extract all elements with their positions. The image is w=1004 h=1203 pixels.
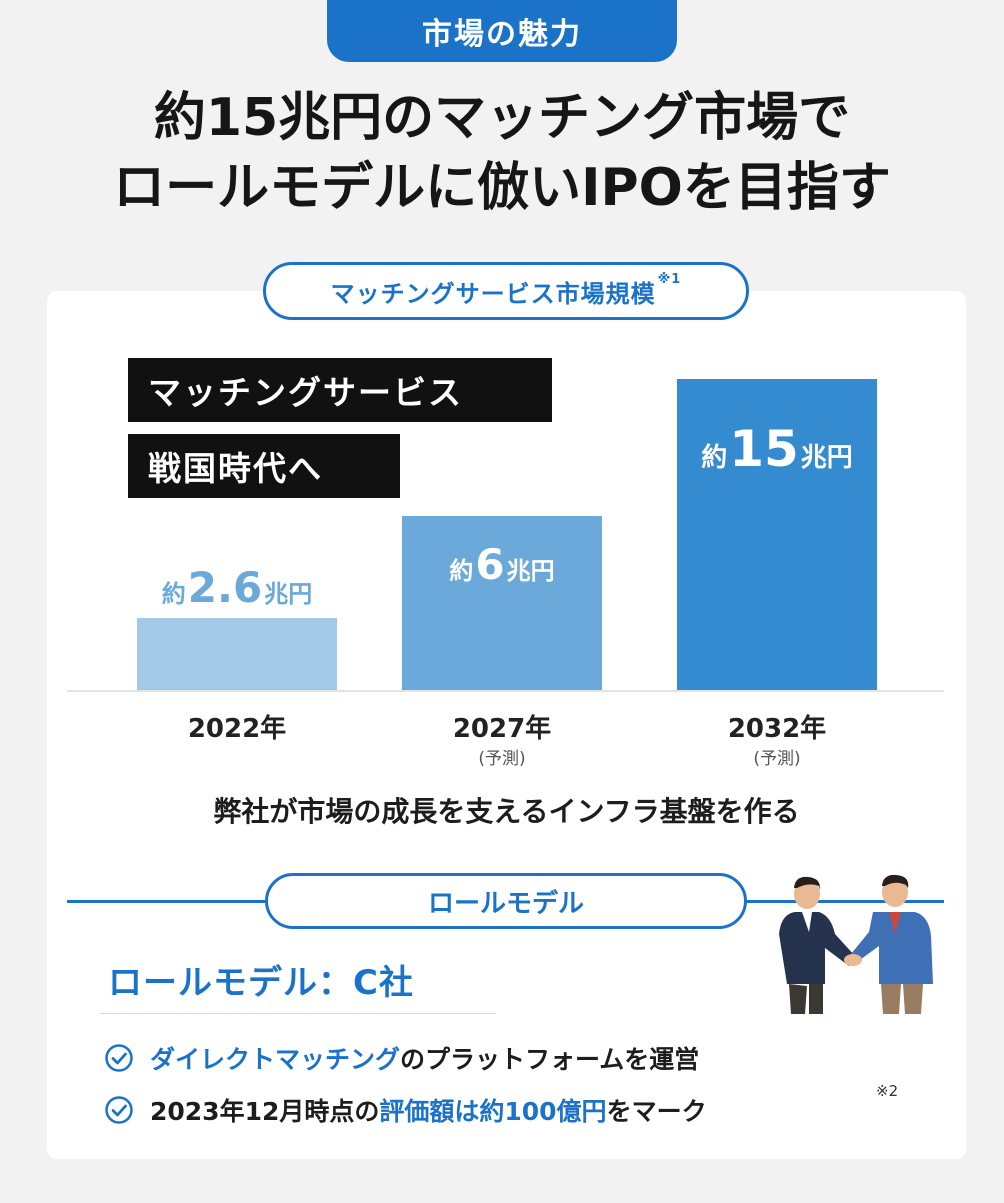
value-number: 2.6 (187, 563, 263, 612)
value-label-2027: 約 6 兆円 (382, 540, 622, 589)
point-1-text: のプラットフォームを運営 (400, 1045, 700, 1074)
forecast-note-2032: (予測) (753, 749, 801, 769)
handshake-illustration (779, 874, 933, 1014)
market-size-pill: マッチングサービス市場規模 ※1 (263, 262, 749, 320)
check-circle-icon (105, 1044, 133, 1072)
check-circle-icon (105, 1096, 133, 1124)
section-tag: 市場の魅力 (327, 0, 677, 62)
market-size-note: ※1 (657, 271, 682, 287)
point-2-highlight: 評価額は約100億円 (379, 1097, 607, 1126)
market-size-label: マッチングサービス市場規模 (330, 279, 656, 308)
value-label-2032: 約 15 兆円 (657, 420, 897, 478)
value-label-2022: 約 2.6 兆円 (117, 563, 357, 612)
forecast-note-2027: (予測) (478, 749, 526, 769)
value-number: 15 (729, 420, 799, 478)
point-2-note: ※2 (876, 1082, 899, 1100)
category-label-2027: 2027年 (452, 714, 552, 744)
bar-2027 (402, 516, 602, 690)
point-1-highlight: ダイレクトマッチング (150, 1045, 401, 1074)
category-label-2032: 2032年 (727, 714, 827, 744)
callout-line-1: マッチングサービス (128, 358, 552, 422)
point-2-prefix: 2023年12月時点の (150, 1097, 380, 1126)
bar-2032 (677, 379, 877, 690)
role-model-pill: ロールモデル (265, 873, 747, 929)
point-item-2: 2023年12月時点の 評価額は約100億円 をマーク (104, 1092, 707, 1128)
headline-line-1: 約15兆円のマッチング市場で (153, 88, 851, 148)
value-unit: 兆円 (264, 580, 313, 608)
role-model-title: ロールモデル：C社 (108, 963, 414, 1003)
point-2-suffix: をマーク (606, 1097, 707, 1126)
infra-statement: 弊社が市場の成長を支えるインフラ基盤を作る (213, 795, 800, 828)
role-title-underline (100, 1013, 496, 1014)
bar-2022 (137, 618, 337, 690)
role-model-pill-label: ロールモデル (427, 888, 584, 919)
chart-baseline (67, 690, 944, 692)
value-number: 6 (475, 540, 505, 589)
headline-line-2: ロールモデルに倣いIPOを目指す (113, 158, 891, 218)
callout-line-2: 戦国時代へ (128, 434, 400, 498)
value-unit: 兆円 (800, 443, 853, 473)
value-prefix: 約 (161, 580, 186, 608)
category-label-2022: 2022年 (187, 714, 287, 744)
value-unit: 兆円 (506, 557, 555, 585)
point-item-1: ダイレクトマッチング のプラットフォームを運営 (104, 1040, 699, 1076)
value-prefix: 約 (701, 443, 728, 473)
value-prefix: 約 (449, 557, 474, 585)
